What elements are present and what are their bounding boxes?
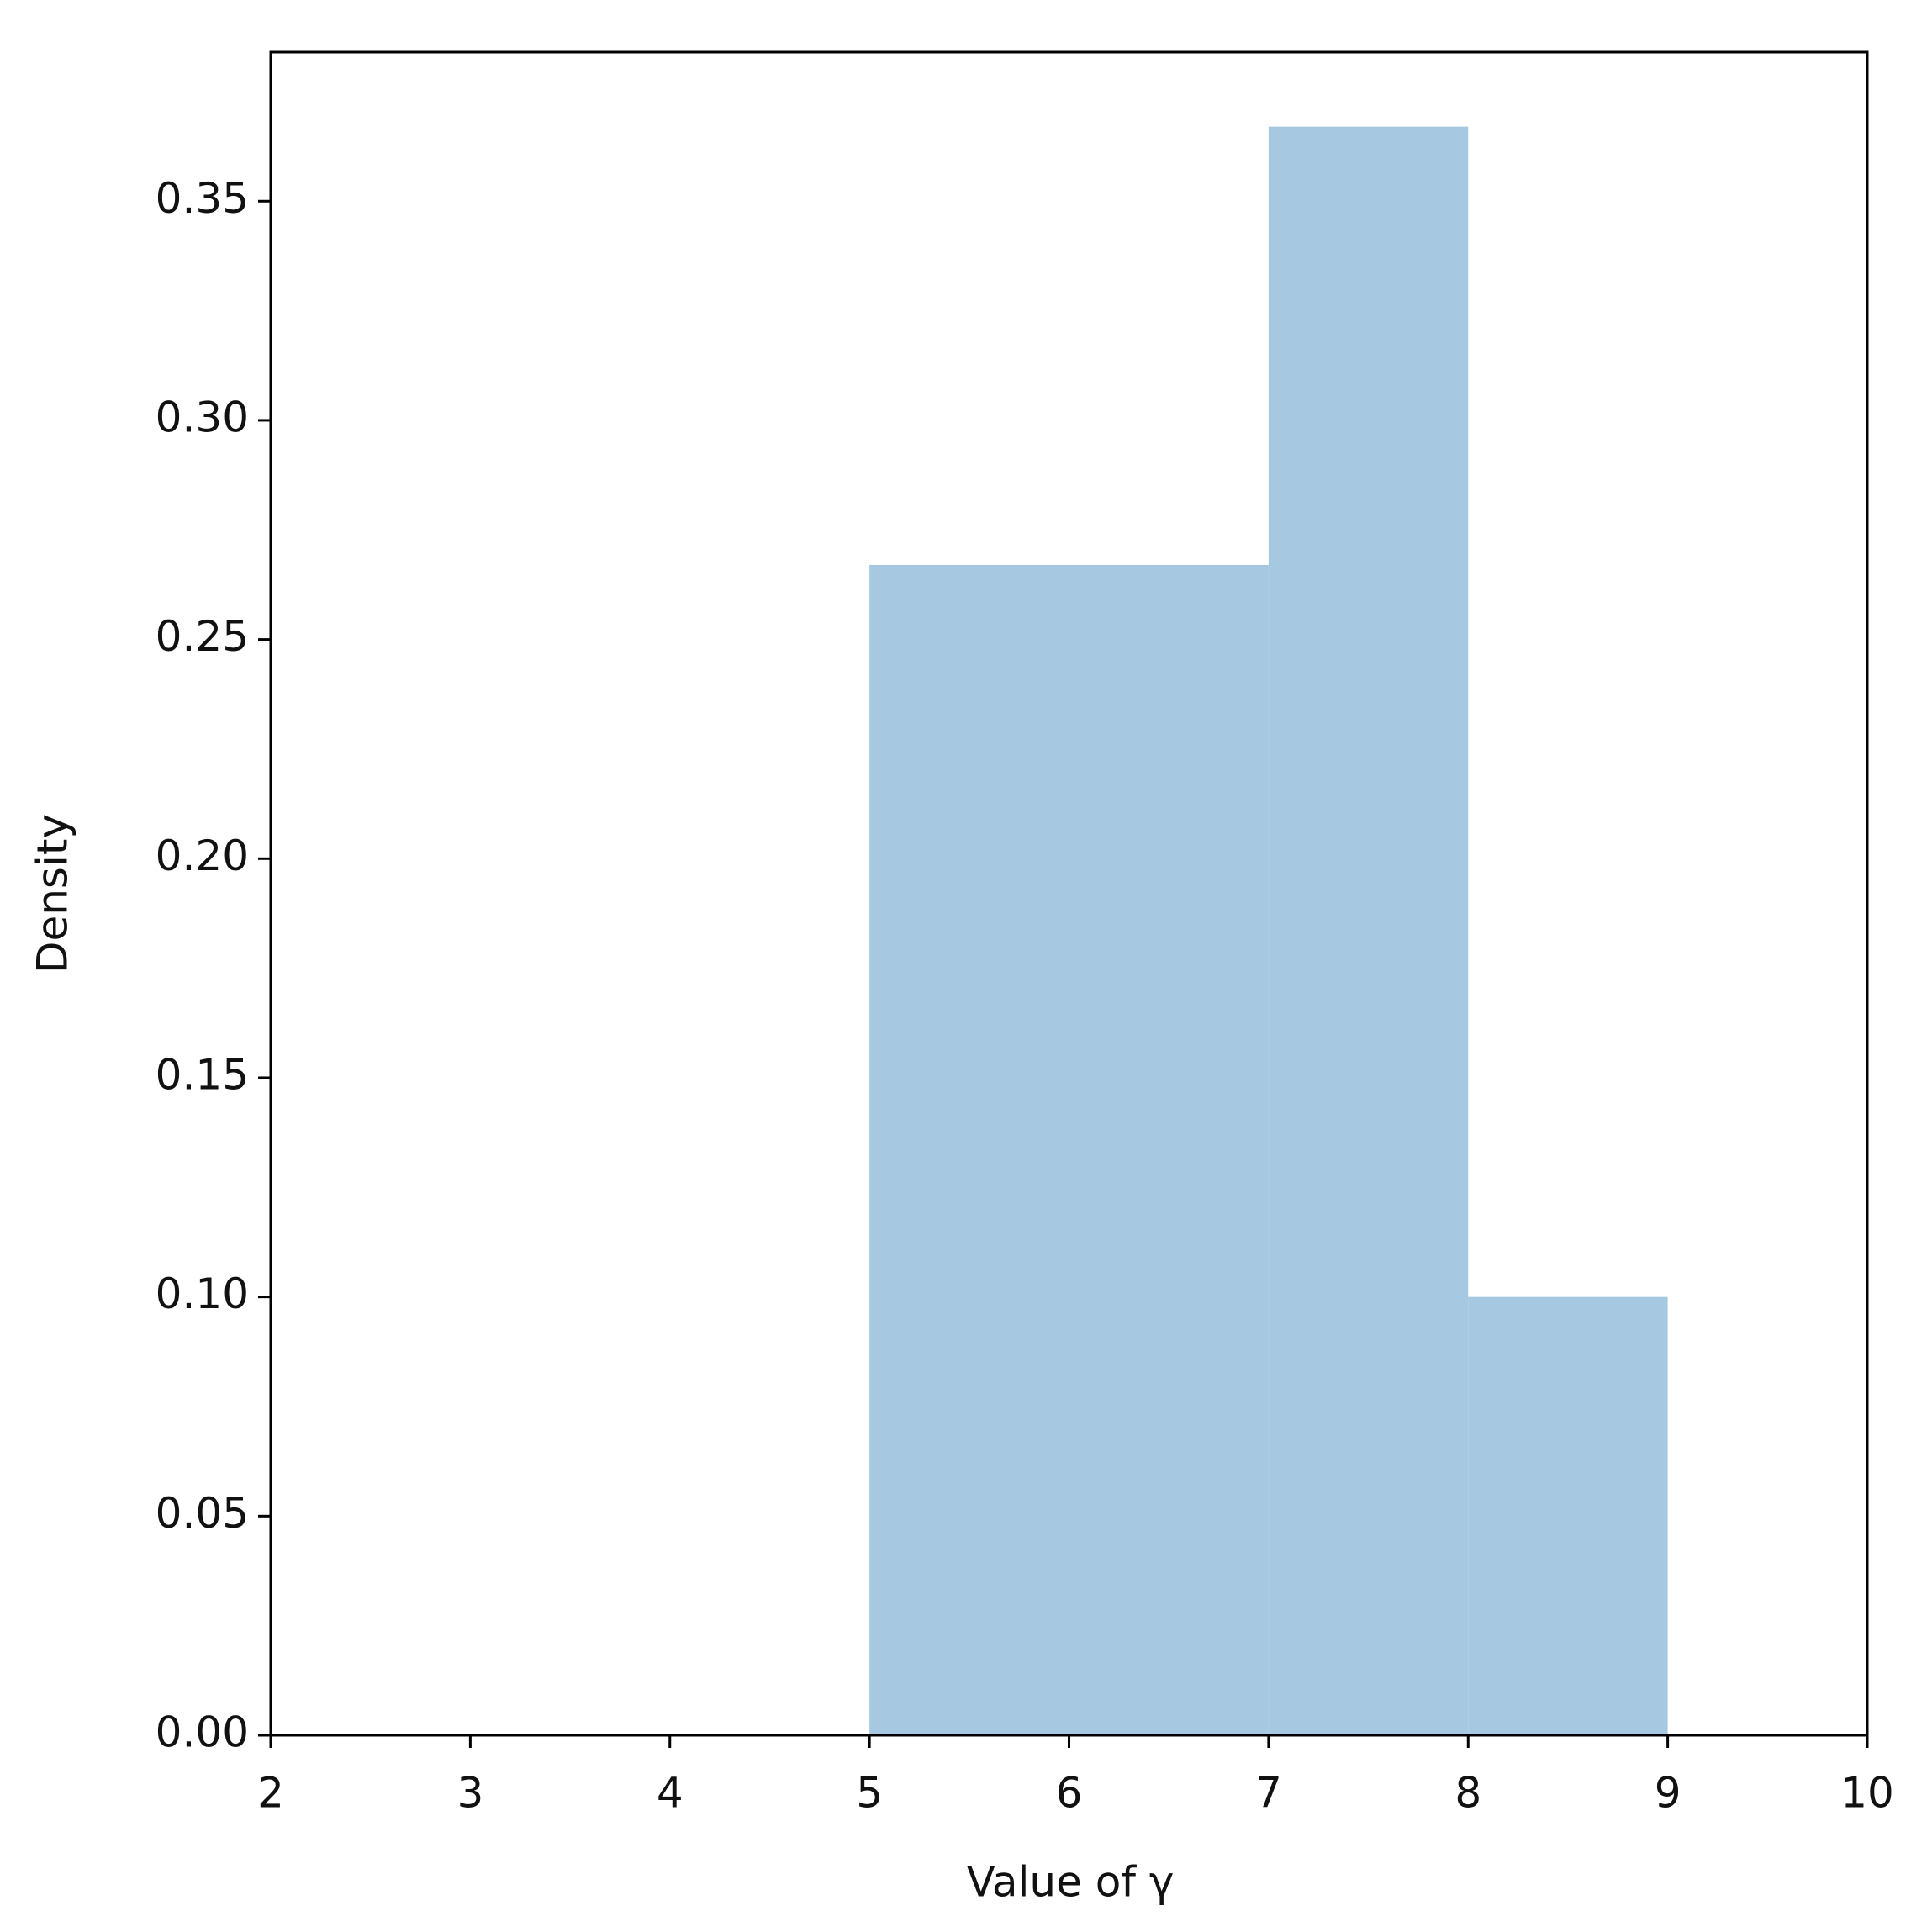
y-tick-label: 0.10 [156,1270,249,1318]
y-tick-label: 0.05 [156,1489,249,1538]
bar [1268,126,1469,1735]
x-tick-label: 3 [457,1769,483,1818]
x-tick-label: 7 [1255,1769,1282,1818]
y-axis-label: Density [29,814,77,974]
bar [1468,1296,1668,1735]
x-tick-label: 8 [1454,1769,1481,1818]
x-tick-label: 6 [1056,1769,1083,1818]
bar [869,564,1069,1735]
x-tick-label: 4 [657,1769,684,1818]
y-tick-label: 0.25 [156,612,249,661]
bar [1069,564,1269,1735]
x-tick-label: 2 [257,1769,284,1818]
plot-frame [269,50,1869,1737]
y-tick-label: 0.15 [156,1050,249,1099]
x-tick-label: 5 [856,1769,883,1818]
y-tick-label: 0.30 [156,393,249,441]
y-tick-label: 0.00 [156,1708,249,1757]
y-tick-label: 0.20 [156,831,249,880]
x-axis-label: Value of γ [967,1858,1175,1907]
x-tick-label: 10 [1840,1769,1894,1818]
x-tick-label: 9 [1655,1769,1682,1818]
y-tick-label: 0.35 [156,174,249,223]
